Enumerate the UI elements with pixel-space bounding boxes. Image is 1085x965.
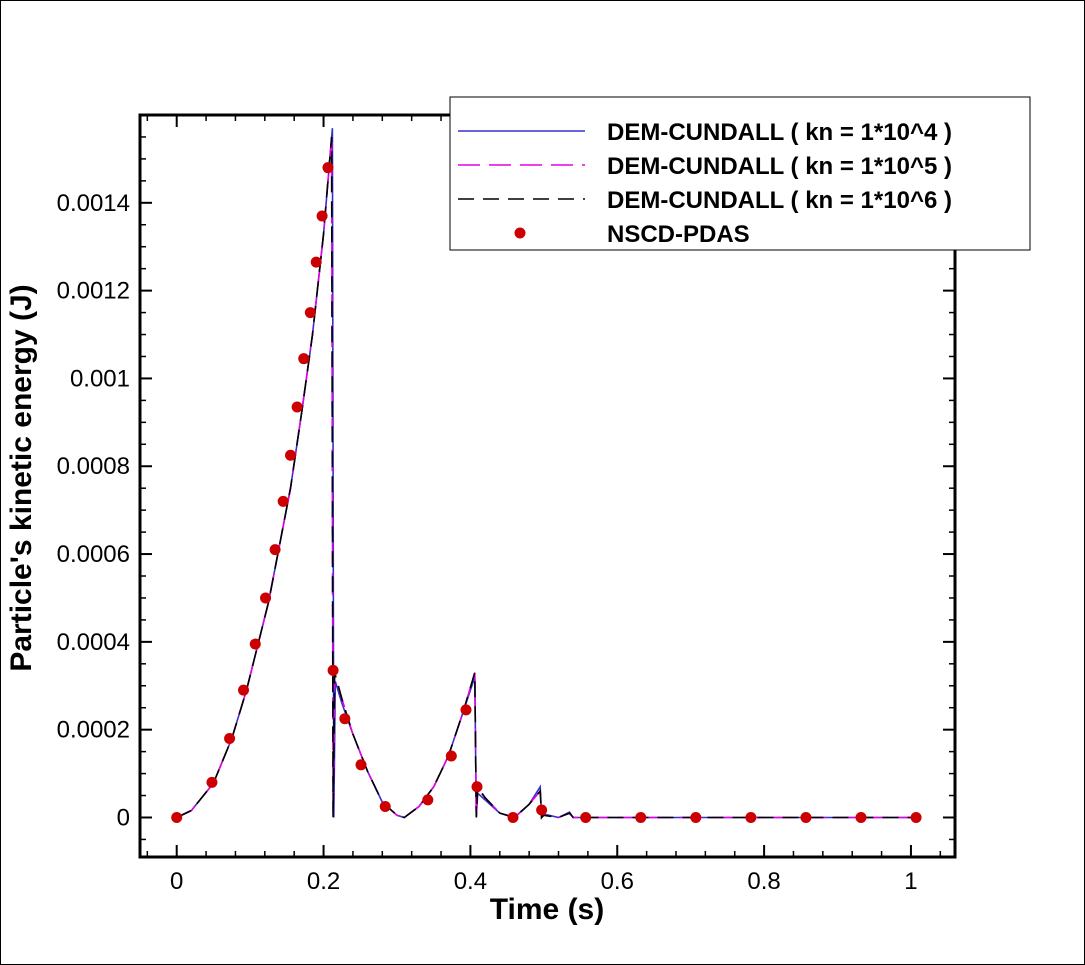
data-point-nscd-pdas (507, 811, 519, 823)
data-point-nscd-pdas (339, 713, 351, 725)
y-tick-label: 0.0014 (57, 190, 130, 217)
y-tick-label: 0.0008 (57, 453, 130, 480)
data-point-nscd-pdas (635, 811, 647, 823)
data-point-nscd-pdas (269, 544, 281, 556)
x-axis-ticks: 0 0.2 0.4 0.6 0.8 1 (146, 115, 942, 895)
data-point-nscd-pdas (310, 256, 322, 268)
x-axis-label: Time (s) (490, 893, 604, 926)
y-tick-label: 0.0012 (57, 278, 130, 305)
y-tick-label: 0.001 (70, 365, 130, 392)
x-tick-label: 0.6 (601, 868, 634, 895)
legend-label-2: DEM-CUNDALL ( kn = 1*10^6 ) (607, 187, 952, 214)
series-layer (171, 128, 922, 823)
data-point-nscd-pdas (445, 750, 457, 762)
data-point-nscd-pdas (304, 307, 316, 319)
y-tick-label: 0.0002 (57, 717, 130, 744)
data-point-nscd-pdas (855, 811, 867, 823)
data-point-nscd-pdas (580, 811, 592, 823)
data-point-nscd-pdas (249, 638, 261, 650)
x-tick-label: 0.8 (747, 868, 780, 895)
data-point-nscd-pdas (298, 353, 310, 365)
data-point-nscd-pdas (422, 794, 434, 806)
data-point-nscd-pdas (800, 811, 812, 823)
legend-label-0: DEM-CUNDALL ( kn = 1*10^4 ) (607, 119, 952, 146)
data-point-nscd-pdas (379, 801, 391, 813)
data-point-nscd-pdas (690, 811, 702, 823)
data-point-nscd-pdas (745, 811, 757, 823)
legend-label-1: DEM-CUNDALL ( kn = 1*10^5 ) (607, 153, 952, 180)
data-point-nscd-pdas (171, 811, 183, 823)
data-point-nscd-pdas (910, 811, 922, 823)
data-point-nscd-pdas (291, 401, 303, 413)
legend-marker-3 (514, 227, 526, 239)
data-point-nscd-pdas (224, 732, 236, 744)
data-point-nscd-pdas (536, 804, 548, 816)
data-point-nscd-pdas (206, 776, 218, 788)
data-point-nscd-pdas (471, 781, 483, 793)
y-axis-label: Particle's kinetic energy (J) (5, 284, 38, 671)
data-point-nscd-pdas (285, 449, 297, 461)
legend-label-3: NSCD-PDAS (607, 221, 750, 248)
y-axis-ticks: 0 0.0002 0.0004 0.0006 0.0008 0.001 0.0012 0.00… (57, 136, 955, 841)
y-tick-label: 0.0006 (57, 541, 130, 568)
data-point-nscd-pdas (322, 162, 334, 174)
x-tick-label: 0.2 (307, 868, 340, 895)
legend-entries: DEM-CUNDALL ( kn = 1*10^4 ) DEM-CUNDALL (… (458, 119, 952, 248)
data-point-nscd-pdas (355, 759, 367, 771)
data-point-nscd-pdas (238, 684, 250, 696)
legend: DEM-CUNDALL ( kn = 1*10^4 ) DEM-CUNDALL (… (449, 96, 1031, 251)
y-tick-label: 0.0004 (57, 629, 130, 656)
x-tick-label: 0.4 (454, 868, 487, 895)
data-point-nscd-pdas (277, 495, 289, 507)
data-point-nscd-pdas (316, 210, 328, 222)
data-point-nscd-pdas (260, 592, 272, 604)
legend-box (449, 96, 1031, 251)
y-tick-label: 0 (117, 804, 130, 831)
x-tick-label: 1 (904, 868, 917, 895)
x-tick-label: 0 (170, 868, 183, 895)
data-point-nscd-pdas (327, 664, 339, 676)
data-point-nscd-pdas (460, 704, 472, 716)
